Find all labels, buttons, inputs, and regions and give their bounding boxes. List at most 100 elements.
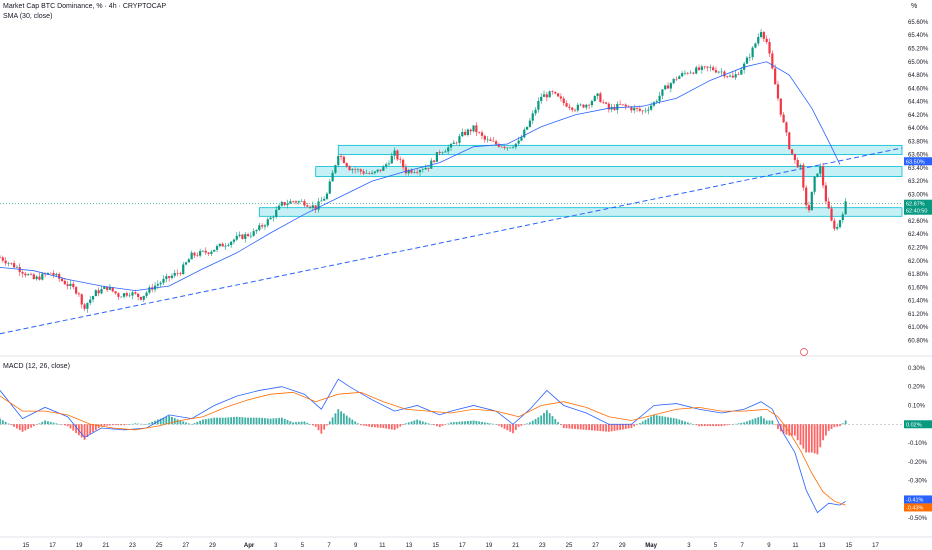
candle-body[interactable] [128,295,131,297]
candle-body[interactable] [731,75,734,78]
candle-body[interactable] [7,262,10,264]
candle-body[interactable] [306,205,309,207]
candle-body[interactable] [269,217,272,220]
candle-body[interactable] [523,129,526,138]
candle-body[interactable] [844,201,847,215]
candle-body[interactable] [370,172,374,174]
candle-body[interactable] [635,107,639,109]
trendline[interactable] [0,147,903,335]
candle-body[interactable] [244,234,247,239]
candle-body[interactable] [41,273,44,280]
candle-body[interactable] [230,241,233,245]
candle-body[interactable] [156,284,159,286]
candle-body[interactable] [836,227,839,229]
candle-body[interactable] [145,292,148,296]
candle-body[interactable] [258,225,261,230]
candle-body[interactable] [754,43,757,48]
candle-body[interactable] [447,147,450,152]
candle-body[interactable] [737,74,740,75]
candle-body[interactable] [142,295,145,300]
candle-body[interactable] [579,104,582,106]
candle-body[interactable] [179,273,182,275]
candle-body[interactable] [444,151,447,153]
candle-body[interactable] [509,147,512,149]
candle-body[interactable] [308,206,312,208]
candle-body[interactable] [275,209,278,217]
candle-body[interactable] [666,85,670,89]
candle-body[interactable] [176,272,179,274]
candle-body[interactable] [559,96,563,99]
candle-body[interactable] [650,105,653,110]
candle-body[interactable] [816,173,819,177]
candle-body[interactable] [590,101,594,106]
candle-body[interactable] [63,280,66,285]
candle-body[interactable] [492,140,495,142]
candle-body[interactable] [565,103,568,107]
candle-body[interactable] [407,170,410,174]
candle-body[interactable] [821,166,825,186]
candle-body[interactable] [805,187,808,206]
candle-body[interactable] [604,102,608,104]
candle-body[interactable] [345,163,348,167]
candle-body[interactable] [686,72,689,74]
candle-body[interactable] [283,202,286,206]
candle-body[interactable] [410,170,413,173]
candle-body[interactable] [294,201,298,203]
candle-body[interactable] [537,101,540,110]
candle-body[interactable] [726,76,729,77]
candle-body[interactable] [545,94,548,98]
candle-body[interactable] [108,287,112,290]
candle-body[interactable] [373,171,376,173]
candle-body[interactable] [359,169,362,172]
candle-body[interactable] [819,166,822,174]
candle-body[interactable] [723,71,726,77]
candle-body[interactable] [424,167,427,170]
candle-body[interactable] [238,234,241,236]
candle-body[interactable] [506,147,509,149]
candle-body[interactable] [596,93,599,97]
candle-body[interactable] [303,201,306,206]
candle-body[interactable] [190,252,193,260]
candle-body[interactable] [683,72,687,74]
candle-body[interactable] [613,106,616,110]
candle-body[interactable] [12,263,16,268]
candle-body[interactable] [221,243,224,247]
candle-body[interactable] [286,203,289,206]
candle-body[interactable] [111,287,114,292]
candle-body[interactable] [588,104,591,106]
candle-body[interactable] [401,159,405,168]
candle-body[interactable] [77,293,81,295]
candle-body[interactable] [91,296,95,300]
candle-body[interactable] [771,53,774,69]
candle-body[interactable] [213,249,216,252]
candle-body[interactable] [748,57,751,58]
candle-body[interactable] [168,276,171,278]
candle-body[interactable] [531,113,534,121]
candle-body[interactable] [633,107,636,111]
candle-body[interactable] [210,251,213,254]
candle-body[interactable] [497,144,501,147]
candle-body[interactable] [241,234,244,239]
candle-body[interactable] [21,272,24,274]
candle-body[interactable] [692,72,695,74]
candle-body[interactable] [644,110,647,112]
candle-body[interactable] [137,293,140,297]
candle-body[interactable] [339,155,343,157]
candle-body[interactable] [15,267,19,268]
candle-body[interactable] [32,274,35,280]
candle-body[interactable] [314,205,317,210]
candle-body[interactable] [466,129,470,136]
zone-rect[interactable] [258,207,903,217]
candle-body[interactable] [534,109,537,114]
candle-body[interactable] [540,96,543,102]
candle-body[interactable] [585,104,588,108]
sma-legend[interactable]: SMA (30, close) [3,13,53,20]
candle-body[interactable] [27,274,30,276]
candle-body[interactable] [774,68,777,85]
candle-body[interactable] [616,103,619,110]
candle-body[interactable] [204,250,207,253]
candle-body[interactable] [455,142,458,144]
candle-body[interactable] [486,139,489,141]
candle-body[interactable] [449,143,453,148]
